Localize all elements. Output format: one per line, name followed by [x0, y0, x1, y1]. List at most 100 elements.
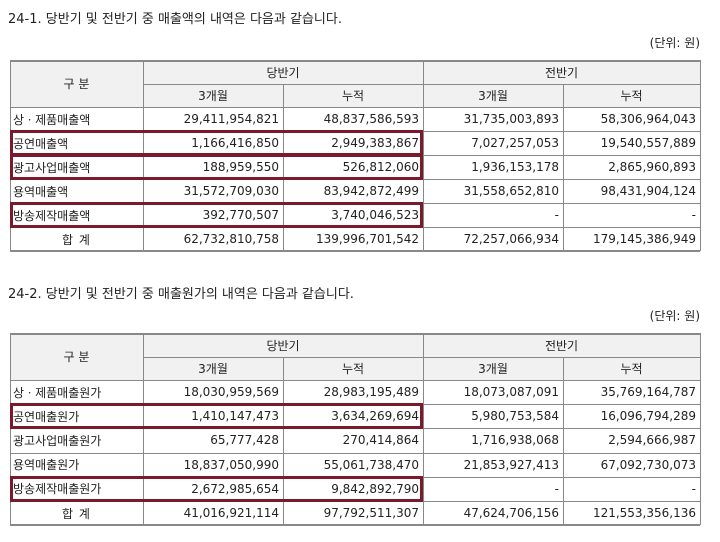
row-label: 방송제작매출액 [13, 208, 91, 223]
subheader-cell: 3개월 [143, 84, 283, 107]
grid-line [700, 60, 701, 251]
amount-cell: 65,777,428 [210, 433, 279, 448]
header-cell: 당반기 [143, 60, 423, 84]
row-label: 용역매출액 [13, 184, 69, 199]
grid-line [10, 60, 700, 62]
subheader-cell: 누적 [283, 357, 423, 380]
subheader-cell: 3개월 [423, 357, 563, 380]
header-cell: 전반기 [423, 333, 700, 357]
amount-cell: 2,949,383,867 [331, 136, 419, 150]
amount-cell: 1,936,153,178 [471, 160, 559, 174]
grid-line [423, 333, 424, 526]
section-title: 24-2. 당반기 및 전반기 중 매출원가의 내역은 다음과 같습니다. [8, 287, 354, 302]
subheader-cell: 누적 [563, 357, 700, 380]
grid-line [283, 357, 284, 526]
amount-cell: 58,306,964,043 [600, 112, 696, 126]
amount-cell: 18,073,087,091 [463, 385, 559, 400]
amount-cell: 21,853,927,413 [463, 457, 559, 472]
section-title: 24-1. 당반기 및 전반기 중 매출액의 내역은 다음과 같습니다. [8, 12, 342, 27]
amount-cell: 526,812,060 [342, 160, 419, 174]
subheader-cell: 누적 [563, 84, 700, 107]
amount-cell: 1,166,416,850 [191, 136, 279, 150]
amount-cell: - [691, 208, 696, 222]
amount-cell: 41,016,921,114 [183, 506, 279, 521]
row-label: 광고사업매출원가 [13, 433, 102, 448]
row-label: 합 계 [62, 506, 91, 521]
amount-cell: 5,980,753,584 [471, 409, 559, 424]
amount-cell: 3,634,269,694 [331, 409, 419, 424]
amount-cell: 31,558,652,810 [463, 184, 559, 198]
amount-cell: 1,410,147,473 [191, 409, 279, 424]
amount-cell: 18,030,959,569 [183, 385, 279, 400]
grid-line [10, 452, 700, 454]
amount-cell: 62,732,810,758 [183, 232, 279, 246]
grid-line [283, 84, 284, 251]
amount-cell: 83,942,872,499 [323, 184, 419, 198]
grid-line [563, 84, 564, 251]
amount-cell: 28,983,195,489 [323, 385, 419, 400]
highlight-box [10, 154, 423, 180]
amount-cell: 139,996,701,542 [315, 232, 419, 246]
unit-label: (단위: 원) [649, 309, 700, 323]
grid-line [423, 60, 424, 251]
amount-cell: 47,624,706,156 [463, 506, 559, 521]
amount-cell: 35,769,164,787 [600, 385, 696, 400]
amount-cell: 67,092,730,073 [600, 457, 696, 472]
row-label: 용역매출원가 [13, 458, 80, 473]
highlight-box [10, 202, 423, 228]
amount-cell: 31,735,003,893 [463, 112, 559, 126]
amount-cell: 29,411,954,821 [183, 112, 279, 126]
header-cell: 당반기 [143, 333, 423, 357]
amount-cell: 188,959,550 [202, 160, 279, 174]
amount-cell: 18,837,050,990 [183, 457, 279, 472]
grid-line [563, 357, 564, 526]
amount-cell: 7,027,257,053 [471, 136, 559, 150]
amount-cell: 48,837,586,593 [323, 112, 419, 126]
amount-cell: 2,672,985,654 [191, 481, 279, 496]
grid-line [10, 250, 700, 252]
header-cell: 구 분 [10, 60, 143, 107]
amount-cell: 121,553,356,136 [592, 506, 696, 521]
amount-cell: 270,414,864 [342, 433, 419, 448]
amount-cell: 16,096,794,289 [600, 409, 696, 424]
amount-cell: 392,770,507 [202, 208, 279, 222]
amount-cell: 3,740,046,523 [331, 208, 419, 222]
grid-line [143, 357, 700, 358]
unit-label: (단위: 원) [649, 36, 700, 50]
amount-cell: 2,594,666,987 [608, 433, 696, 448]
amount-cell: 2,865,960,893 [608, 160, 696, 174]
header-cell: 전반기 [423, 60, 700, 84]
row-label: 광고사업매출액 [13, 160, 91, 175]
row-label: 공연매출원가 [13, 409, 80, 424]
amount-cell: 97,792,511,307 [323, 506, 419, 521]
grid-line [10, 380, 700, 381]
row-label: 상ㆍ제품매출액 [13, 112, 91, 127]
amount-cell: 72,257,066,934 [463, 232, 559, 246]
subheader-cell: 3개월 [423, 84, 563, 107]
amount-cell: 9,842,892,790 [331, 481, 419, 496]
highlight-box [10, 403, 423, 430]
amount-cell: 55,061,738,470 [323, 457, 419, 472]
amount-cell: 19,540,557,889 [600, 136, 696, 150]
grid-line [700, 333, 701, 526]
subheader-cell: 3개월 [143, 357, 283, 380]
amount-cell: 179,145,386,949 [592, 232, 696, 246]
amount-cell: - [554, 208, 559, 222]
grid-line [10, 524, 700, 527]
amount-cell: 98,431,904,124 [600, 184, 696, 198]
grid-line [10, 107, 700, 108]
amount-cell: - [554, 481, 559, 496]
highlight-box [10, 130, 423, 156]
header-cell: 구 분 [10, 333, 143, 380]
subheader-cell: 누적 [283, 84, 423, 107]
highlight-box [10, 475, 423, 502]
grid-line [10, 333, 700, 335]
row-label: 방송제작매출원가 [13, 482, 102, 497]
row-label: 공연매출액 [13, 136, 69, 151]
amount-cell: - [691, 481, 696, 496]
row-label: 상ㆍ제품매출원가 [13, 385, 102, 400]
amount-cell: 1,716,938,068 [471, 433, 559, 448]
grid-line [143, 84, 700, 85]
amount-cell: 31,572,709,030 [183, 184, 279, 198]
